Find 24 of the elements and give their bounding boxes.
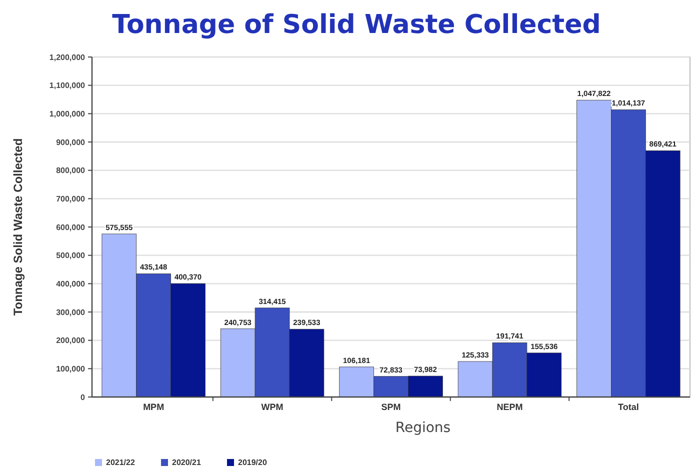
y-tick-label: 900,000 — [56, 138, 86, 147]
x-tick-label: Total — [618, 402, 639, 412]
y-tick-label: 600,000 — [56, 222, 86, 232]
y-tick-label: 100,000 — [56, 364, 86, 374]
y-tick-label: 200,000 — [56, 336, 86, 346]
legend-label: 2020/21 — [172, 458, 202, 467]
y-tick-label: 1,100,000 — [49, 81, 86, 90]
y-tick-label: 300,000 — [56, 308, 86, 317]
x-axis-title: Regions — [395, 420, 451, 436]
y-tick-label: 800,000 — [56, 166, 86, 176]
y-tick-label: 400,000 — [56, 279, 86, 288]
x-tick-label: NEPM — [496, 402, 523, 412]
legend-label: 2019/20 — [238, 458, 268, 467]
chart-title: Tonnage of Solid Waste Collected — [112, 10, 601, 40]
y-tick-label: 700,000 — [56, 194, 86, 204]
x-tick-label: WPM — [261, 402, 284, 412]
y-tick-label: 0 — [80, 392, 86, 402]
x-tick-label: MPM — [143, 402, 164, 412]
x-tick-label: SPM — [381, 402, 401, 412]
y-tick-label: 1,000,000 — [49, 109, 86, 118]
y-tick-label: 500,000 — [56, 251, 86, 260]
y-axis-title: Tonnage Solid Waste Collected — [11, 138, 25, 316]
legend-label: 2021/22 — [106, 458, 136, 467]
y-tick-label: 1,200,000 — [49, 52, 86, 62]
